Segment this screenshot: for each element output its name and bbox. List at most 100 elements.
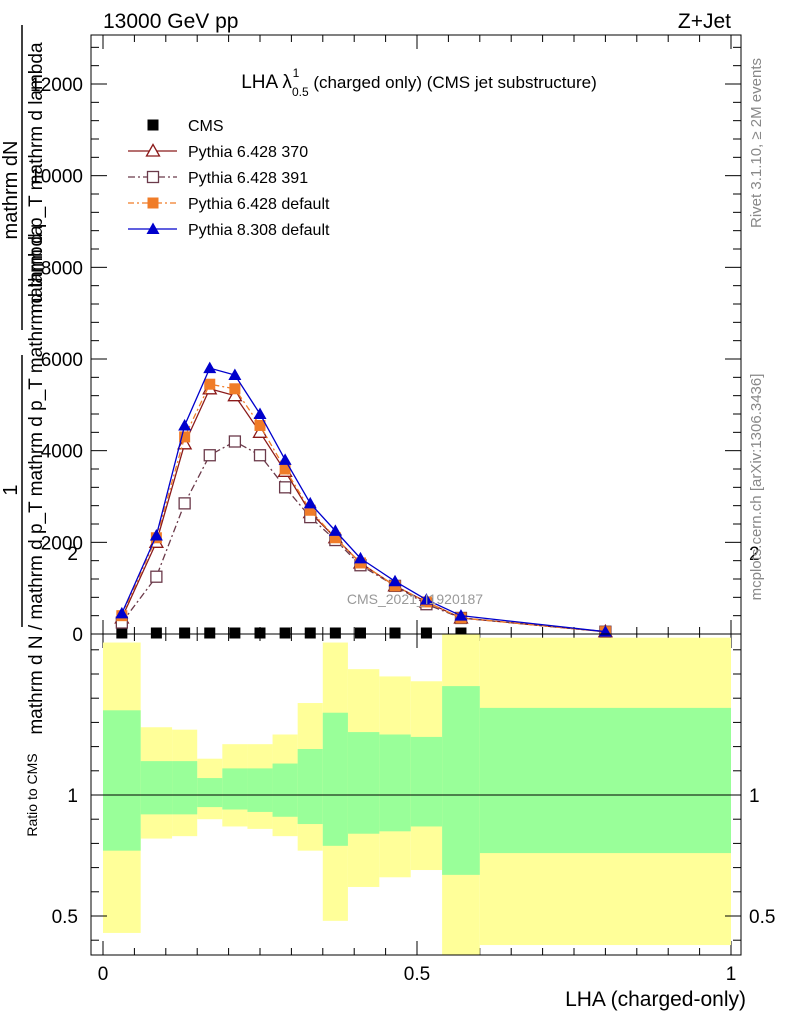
data-point bbox=[329, 627, 341, 639]
legend-marker bbox=[147, 197, 159, 209]
data-point bbox=[179, 431, 191, 443]
legend-item: Pythia 6.428 370 bbox=[128, 143, 308, 161]
y-label-den: mathrm d p_T mathrm d lambda bbox=[26, 42, 47, 313]
data-point bbox=[203, 449, 216, 462]
ratio-band-green bbox=[322, 712, 348, 846]
x-tick-label: 0.5 bbox=[404, 964, 430, 985]
ratio-band-green bbox=[297, 749, 323, 825]
ratio-tick-label-left: 2 bbox=[67, 544, 78, 565]
ratio-plot-panel: 0 0.5 1 0.5 0.5 1 1 2 2 bbox=[52, 544, 776, 985]
legend-item: Pythia 6.428 default bbox=[128, 196, 330, 213]
data-point bbox=[150, 570, 163, 583]
chart-title: LHA λ0.5 1 (charged only) (CMS jet substru… bbox=[241, 66, 597, 99]
y-tick-label: 10000 bbox=[30, 167, 83, 188]
data-point bbox=[115, 606, 129, 619]
title-sub: 0.5 bbox=[292, 85, 309, 99]
data-point bbox=[353, 551, 367, 564]
watermark: CMS_2021_I1920187 bbox=[347, 591, 483, 607]
data-point bbox=[354, 627, 366, 639]
data-point bbox=[329, 532, 341, 544]
ratio-tick-label-right: 0.5 bbox=[749, 907, 775, 928]
data-point bbox=[254, 419, 266, 431]
ratio-band-green bbox=[479, 707, 731, 854]
data-point bbox=[455, 627, 467, 639]
y-axis-label: 1 mathrm d N / mathrm d p_T mathrm d p_T… bbox=[0, 25, 47, 735]
ratio-band-green bbox=[442, 686, 480, 875]
data-point bbox=[228, 435, 242, 448]
data-point bbox=[204, 378, 216, 390]
legend: CMS Pythia 6.428 370 Pythia 6.428 391 Pythi… bbox=[128, 118, 330, 239]
ratio-tick-label-right: 1 bbox=[749, 786, 760, 807]
y-tick-label: 12000 bbox=[30, 75, 83, 96]
x-tick-label: 0 bbox=[98, 964, 109, 985]
ratio-y-axis-label: Ratio to CMS bbox=[24, 753, 40, 836]
data-point bbox=[254, 627, 266, 639]
series-line bbox=[121, 367, 606, 633]
title-sup: 1 bbox=[293, 66, 300, 80]
main-plot-panel: 0 2000 4000 6000 8000 10000 12000 bbox=[30, 34, 742, 955]
data-point bbox=[278, 453, 292, 465]
y-tick-label: 8000 bbox=[41, 258, 83, 279]
data-point bbox=[227, 387, 243, 402]
data-point bbox=[204, 627, 216, 639]
ratio-band-green bbox=[410, 736, 443, 827]
y-tick-label: 2000 bbox=[41, 533, 83, 554]
rivet-label: Rivet 3.1.10, ≥ 2M events bbox=[748, 58, 765, 228]
legend-label: Pythia 6.428 391 bbox=[188, 170, 308, 187]
y-label-pre-den: mathrm d N / mathrm d p_T mathrm d p_T m… bbox=[26, 225, 47, 735]
data-point bbox=[149, 528, 163, 541]
data-point bbox=[420, 627, 432, 639]
data-point bbox=[388, 574, 402, 587]
data-point bbox=[328, 524, 342, 536]
legend-label: Pythia 8.308 default bbox=[188, 222, 330, 239]
x-axis-label: LHA (charged-only) bbox=[565, 988, 746, 1011]
legend-item: Pythia 6.428 391 bbox=[128, 170, 308, 187]
header-right: Z+Jet bbox=[678, 10, 731, 33]
series-4 bbox=[115, 361, 612, 637]
header-left: 13000 GeV pp bbox=[103, 10, 238, 33]
data-point bbox=[389, 627, 401, 639]
title-main: LHA λ bbox=[241, 72, 292, 93]
x-tick-label: 1 bbox=[726, 964, 737, 985]
data-point bbox=[303, 496, 317, 509]
data-point bbox=[304, 504, 316, 516]
data-point bbox=[228, 368, 242, 381]
data-point bbox=[253, 407, 267, 419]
series-2 bbox=[115, 435, 612, 638]
data-point bbox=[278, 481, 292, 494]
legend-label: Pythia 6.428 370 bbox=[188, 144, 308, 161]
data-point bbox=[178, 418, 192, 431]
data-point bbox=[203, 361, 217, 374]
ratio-band-green bbox=[172, 761, 198, 815]
legend-marker bbox=[145, 143, 161, 157]
title-rest: (charged only) (CMS jet substructure) bbox=[313, 73, 596, 92]
data-point bbox=[179, 627, 191, 639]
data-point bbox=[229, 627, 241, 639]
data-point bbox=[454, 609, 468, 621]
legend-marker bbox=[147, 119, 159, 131]
data-point bbox=[229, 383, 241, 395]
ratio-band-green bbox=[197, 778, 223, 808]
legend-label: CMS bbox=[188, 118, 224, 135]
ratio-band-green bbox=[222, 768, 248, 810]
data-point bbox=[279, 463, 291, 475]
series-0 bbox=[116, 627, 611, 639]
legend-item: Pythia 8.308 default bbox=[128, 222, 330, 239]
legend-label: Pythia 6.428 default bbox=[188, 196, 330, 213]
y-tick-label: 0 bbox=[72, 625, 83, 646]
legend-item: CMS bbox=[147, 118, 224, 135]
data-point bbox=[178, 497, 191, 510]
ratio-tick-label-left: 0.5 bbox=[52, 907, 78, 928]
legend-marker bbox=[146, 222, 160, 234]
data-point bbox=[419, 593, 433, 605]
ratio-tick-label-left: 1 bbox=[67, 786, 78, 807]
ratio-band-green bbox=[103, 710, 141, 851]
ratio-tick-label-right: 2 bbox=[749, 544, 760, 565]
data-point bbox=[279, 627, 291, 639]
y-tick-label: 6000 bbox=[41, 350, 83, 371]
ratio-band-green bbox=[140, 761, 173, 815]
ratio-band-green bbox=[347, 732, 380, 834]
data-point bbox=[253, 449, 267, 462]
ratio-band-green bbox=[247, 768, 273, 812]
